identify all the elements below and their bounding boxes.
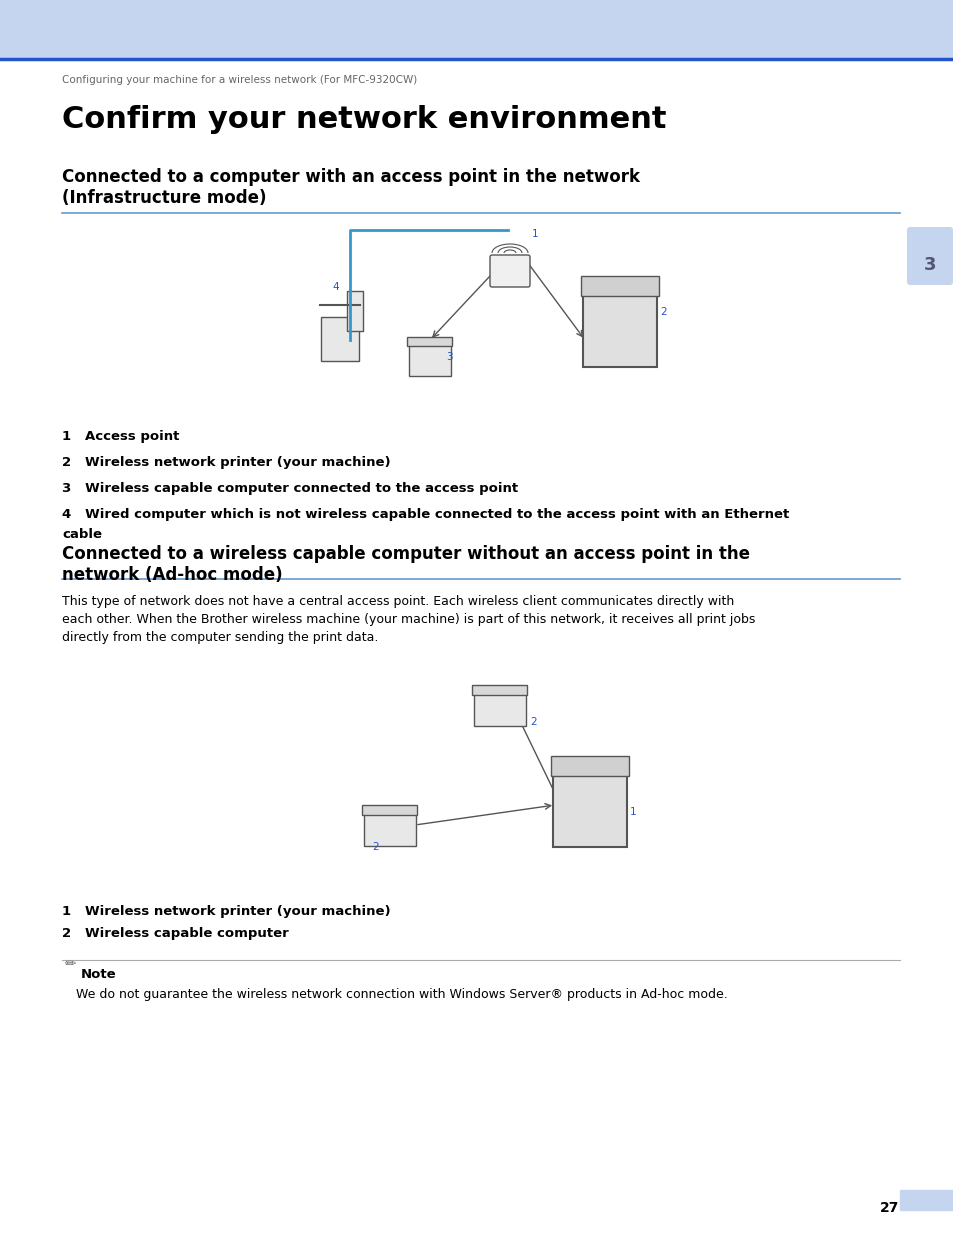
Text: 27: 27 <box>879 1200 899 1215</box>
Bar <box>0 0 953 59</box>
FancyBboxPatch shape <box>362 804 417 815</box>
FancyBboxPatch shape <box>551 756 628 776</box>
FancyBboxPatch shape <box>409 345 451 375</box>
Text: 1   Access point: 1 Access point <box>62 430 179 443</box>
Text: 4   Wired computer which is not wireless capable connected to the access point w: 4 Wired computer which is not wireless c… <box>62 508 788 521</box>
Text: 3: 3 <box>923 256 935 274</box>
Text: 2   Wireless capable computer: 2 Wireless capable computer <box>62 927 289 940</box>
Bar <box>899 1191 953 1210</box>
Text: 2: 2 <box>659 308 666 317</box>
FancyBboxPatch shape <box>553 776 626 847</box>
FancyBboxPatch shape <box>347 291 363 331</box>
Text: 1: 1 <box>629 806 636 818</box>
FancyBboxPatch shape <box>906 227 952 285</box>
FancyBboxPatch shape <box>474 689 525 726</box>
Text: Configuring your machine for a wireless network (For MFC-9320CW): Configuring your machine for a wireless … <box>62 75 416 85</box>
Text: 2: 2 <box>530 718 536 727</box>
Text: 3: 3 <box>446 352 452 362</box>
FancyBboxPatch shape <box>582 295 657 367</box>
Text: This type of network does not have a central access point. Each wireless client : This type of network does not have a cen… <box>62 595 755 643</box>
Text: cable: cable <box>62 529 102 541</box>
FancyBboxPatch shape <box>320 317 358 361</box>
Text: We do not guarantee the wireless network connection with Windows Server® product: We do not guarantee the wireless network… <box>76 988 727 1002</box>
Text: 1   Wireless network printer (your machine): 1 Wireless network printer (your machine… <box>62 905 390 918</box>
Text: Connected to a computer with an access point in the network
(Infrastructure mode: Connected to a computer with an access p… <box>62 168 639 206</box>
Text: 2: 2 <box>372 842 378 852</box>
FancyBboxPatch shape <box>364 809 416 846</box>
FancyBboxPatch shape <box>580 275 659 296</box>
Text: ✏: ✏ <box>65 957 76 971</box>
FancyBboxPatch shape <box>407 336 452 346</box>
Text: Confirm your network environment: Confirm your network environment <box>62 105 666 135</box>
FancyBboxPatch shape <box>472 684 527 694</box>
FancyBboxPatch shape <box>490 254 530 287</box>
Text: 1: 1 <box>532 228 538 240</box>
Text: 4: 4 <box>332 282 338 291</box>
Text: Note: Note <box>81 968 116 981</box>
Text: Connected to a wireless capable computer without an access point in the
network : Connected to a wireless capable computer… <box>62 545 749 584</box>
Text: 2   Wireless network printer (your machine): 2 Wireless network printer (your machine… <box>62 456 390 469</box>
Text: 3   Wireless capable computer connected to the access point: 3 Wireless capable computer connected to… <box>62 482 517 495</box>
